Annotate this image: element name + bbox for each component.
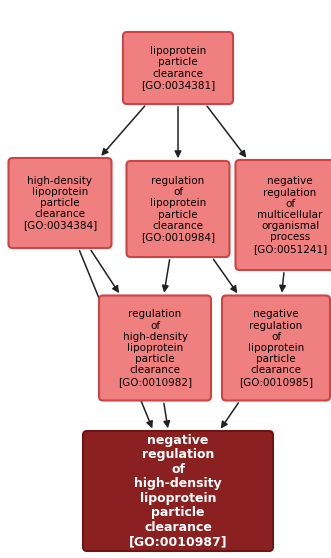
FancyBboxPatch shape (99, 296, 211, 401)
FancyBboxPatch shape (9, 158, 112, 248)
FancyBboxPatch shape (222, 296, 330, 401)
Text: negative
regulation
of
lipoprotein
particle
clearance
[GO:0010985]: negative regulation of lipoprotein parti… (239, 309, 313, 387)
Text: lipoprotein
particle
clearance
[GO:0034381]: lipoprotein particle clearance [GO:00343… (141, 46, 215, 90)
FancyBboxPatch shape (83, 431, 273, 551)
FancyBboxPatch shape (235, 160, 331, 270)
Text: high-density
lipoprotein
particle
clearance
[GO:0034384]: high-density lipoprotein particle cleara… (23, 176, 97, 230)
FancyBboxPatch shape (126, 161, 229, 257)
Text: negative
regulation
of
high-density
lipoprotein
particle
clearance
[GO:0010987]: negative regulation of high-density lipo… (129, 434, 227, 549)
FancyBboxPatch shape (123, 32, 233, 104)
Text: regulation
of
high-density
lipoprotein
particle
clearance
[GO:0010982]: regulation of high-density lipoprotein p… (118, 309, 192, 387)
Text: regulation
of
lipoprotein
particle
clearance
[GO:0010984]: regulation of lipoprotein particle clear… (141, 176, 215, 242)
Text: negative
regulation
of
multicellular
organismal
process
[GO:0051241]: negative regulation of multicellular org… (253, 176, 327, 253)
